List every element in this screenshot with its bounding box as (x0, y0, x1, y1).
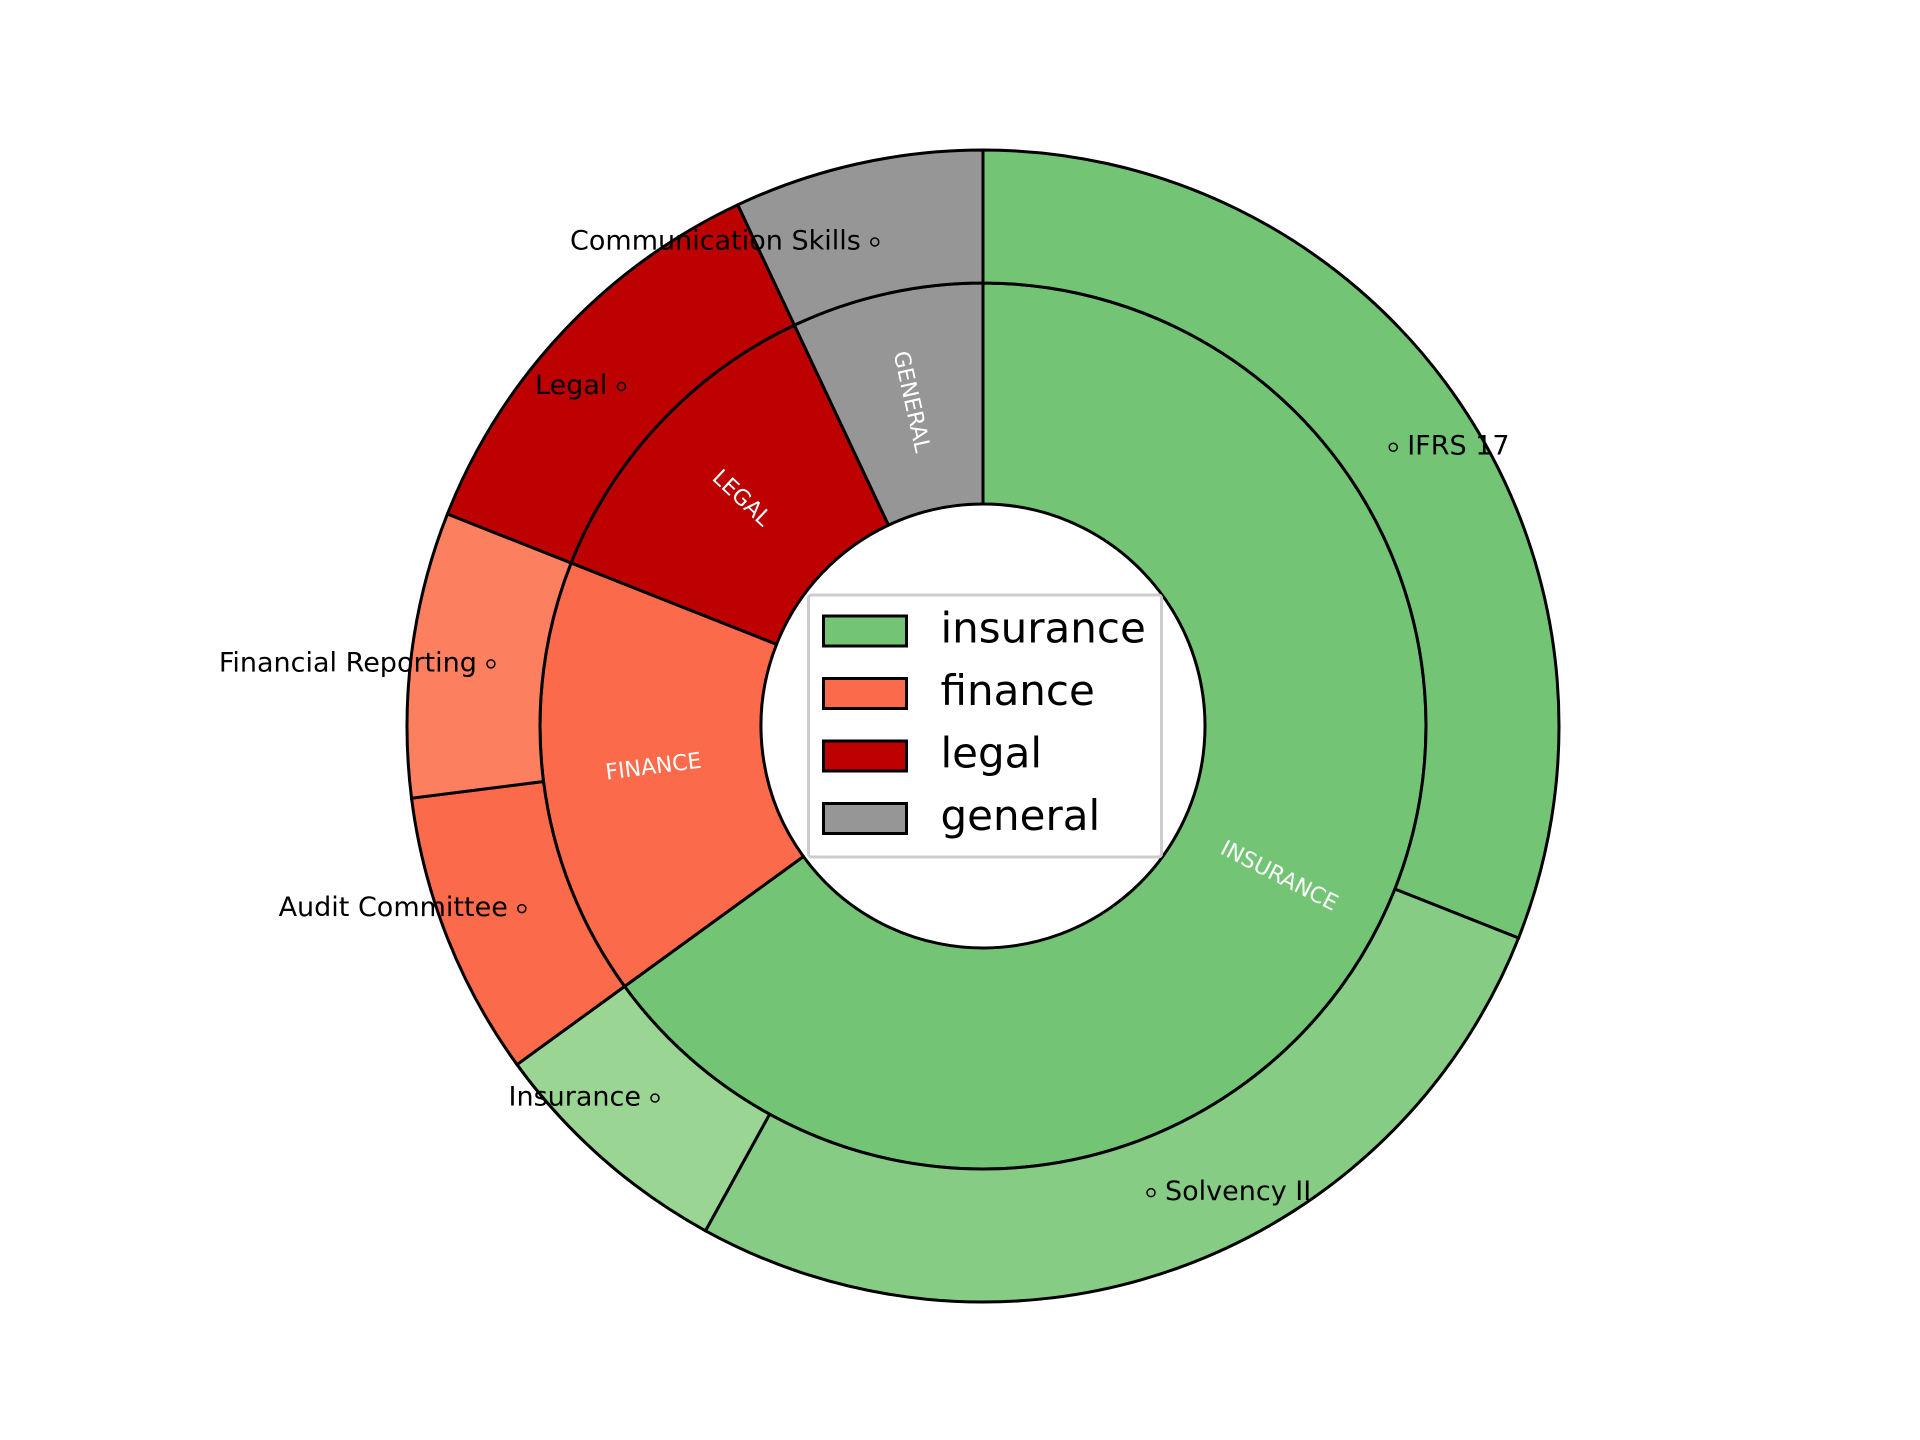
outer-label: Audit Committee (279, 892, 508, 923)
label-marker (616, 381, 627, 392)
label-marker (1388, 442, 1398, 452)
outer-label: Communication Skills (570, 225, 861, 256)
legend-label: finance (941, 666, 1095, 715)
outer-label: Insurance (509, 1082, 641, 1113)
label-marker (1146, 1187, 1156, 1198)
label-marker (650, 1093, 660, 1103)
outer-wedge (703, 887, 1521, 1304)
legend-swatch (822, 677, 908, 710)
legend-label: insurance (941, 604, 1146, 653)
legend-label: general (941, 791, 1101, 840)
outer-label: Legal (535, 370, 607, 401)
label-marker (486, 659, 496, 669)
outer-wedge (735, 148, 985, 328)
legend: insurance finance legal general (807, 593, 1163, 859)
outer-label: Financial Reporting (219, 647, 477, 678)
legend-swatch (822, 739, 908, 773)
legend-swatch (822, 614, 908, 648)
legend-swatch (822, 802, 908, 835)
outer-label: Solvency II (1165, 1176, 1311, 1207)
label-marker (870, 237, 880, 247)
outer-wedge (981, 148, 1561, 940)
legend-box (807, 593, 1163, 859)
outer-label: IFRS 17 (1407, 431, 1509, 462)
rings (405, 148, 1561, 1304)
legend-label: legal (941, 729, 1043, 778)
label-marker (517, 903, 527, 914)
